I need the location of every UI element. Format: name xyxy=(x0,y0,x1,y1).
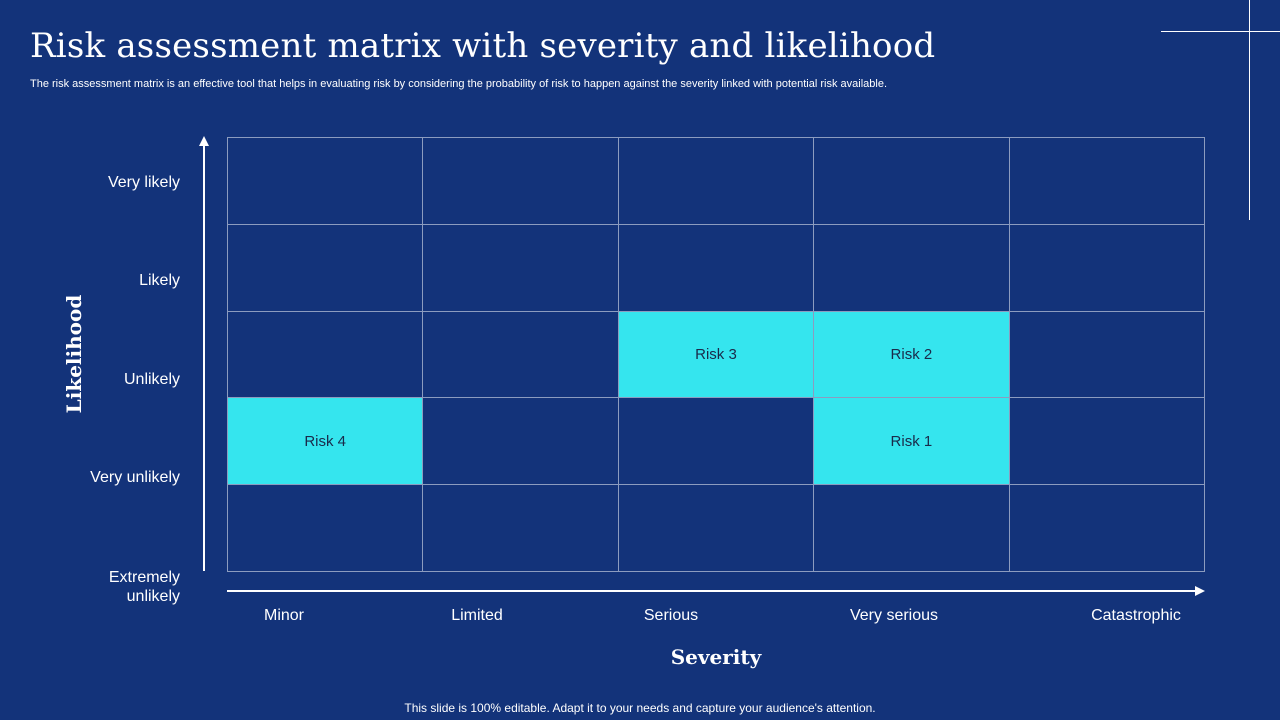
matrix-cell xyxy=(1008,484,1205,572)
risk-label: Risk 2 xyxy=(890,345,933,363)
matrix-cell xyxy=(813,223,1010,312)
y-axis-title: Likelihood xyxy=(62,294,86,414)
decorative-line-vertical xyxy=(1249,0,1250,220)
risk-matrix-grid: Risk 3 Risk 2 Risk 4 Risk 1 xyxy=(227,137,1205,572)
likelihood-label-likely: Likely xyxy=(139,272,180,289)
matrix-cell xyxy=(1008,310,1205,399)
risk-cell-risk-1: Risk 1 xyxy=(813,397,1010,486)
matrix-cell xyxy=(422,310,619,399)
severity-label-minor: Minor xyxy=(263,607,305,624)
x-axis-arrow-icon xyxy=(1195,586,1205,596)
risk-label: Risk 3 xyxy=(695,345,737,363)
x-axis-line xyxy=(227,590,1197,592)
likelihood-label-extremely-unlikely: Extremely unlikely xyxy=(108,569,180,605)
matrix-cell xyxy=(422,223,619,312)
matrix-cell xyxy=(422,484,619,572)
risk-cell-risk-4: Risk 4 xyxy=(227,397,424,486)
severity-label-very-serious: Very serious xyxy=(849,607,939,624)
matrix-cell xyxy=(422,137,619,225)
matrix-cell xyxy=(1008,137,1205,225)
page-subtitle: The risk assessment matrix is an effecti… xyxy=(30,78,888,90)
matrix-cell xyxy=(617,137,815,225)
likelihood-label-very-likely: Very likely xyxy=(107,174,180,191)
matrix-cell xyxy=(617,223,815,312)
matrix-cell xyxy=(1008,397,1205,486)
severity-label-limited: Limited xyxy=(451,607,503,624)
severity-label-serious: Serious xyxy=(643,607,699,624)
risk-label: Risk 1 xyxy=(890,432,933,450)
risk-label: Risk 4 xyxy=(304,432,347,450)
matrix-cell xyxy=(227,137,424,225)
risk-cell-risk-3: Risk 3 xyxy=(617,310,815,399)
matrix-cell xyxy=(617,397,815,486)
likelihood-label-unlikely: Unlikely xyxy=(123,371,180,388)
y-axis-arrow-icon xyxy=(199,136,209,146)
matrix-cell xyxy=(227,484,424,572)
y-axis-line xyxy=(203,140,205,571)
matrix-cell xyxy=(227,310,424,399)
matrix-cell xyxy=(227,223,424,312)
severity-label-catastrophic: Catastrophic xyxy=(1091,607,1181,624)
matrix-cell xyxy=(813,137,1010,225)
page-title: Risk assessment matrix with severity and… xyxy=(30,26,936,66)
matrix-cell xyxy=(617,484,815,572)
risk-cell-risk-2: Risk 2 xyxy=(813,310,1010,399)
decorative-line-horizontal xyxy=(1161,31,1280,32)
matrix-cell xyxy=(1008,223,1205,312)
likelihood-label-very-unlikely: Very unlikely xyxy=(90,469,180,486)
footer-note: This slide is 100% editable. Adapt it to… xyxy=(404,701,876,715)
matrix-cell xyxy=(422,397,619,486)
x-axis-title: Severity xyxy=(670,645,762,669)
matrix-cell xyxy=(813,484,1010,572)
